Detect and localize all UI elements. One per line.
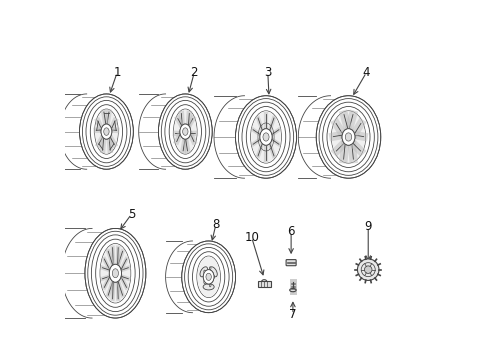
Text: 2: 2 xyxy=(190,66,198,79)
Text: 5: 5 xyxy=(127,208,135,221)
Ellipse shape xyxy=(174,110,196,153)
Ellipse shape xyxy=(197,257,219,297)
FancyBboxPatch shape xyxy=(285,260,296,266)
Ellipse shape xyxy=(101,244,130,302)
Ellipse shape xyxy=(341,129,354,145)
Text: 9: 9 xyxy=(364,220,371,233)
Ellipse shape xyxy=(212,275,214,278)
Circle shape xyxy=(364,266,371,273)
Ellipse shape xyxy=(180,124,190,139)
Ellipse shape xyxy=(182,128,187,135)
Ellipse shape xyxy=(109,264,121,282)
Ellipse shape xyxy=(203,270,214,284)
Ellipse shape xyxy=(85,228,145,318)
Ellipse shape xyxy=(158,94,212,169)
Ellipse shape xyxy=(103,128,109,135)
Ellipse shape xyxy=(95,110,117,153)
Ellipse shape xyxy=(80,94,133,169)
Ellipse shape xyxy=(331,112,364,162)
Ellipse shape xyxy=(251,112,280,162)
Ellipse shape xyxy=(101,124,112,139)
Text: 6: 6 xyxy=(287,225,294,238)
Ellipse shape xyxy=(203,284,214,290)
Text: 8: 8 xyxy=(212,218,219,231)
Ellipse shape xyxy=(209,267,210,270)
Ellipse shape xyxy=(263,133,268,141)
Ellipse shape xyxy=(180,124,190,139)
Ellipse shape xyxy=(112,269,118,278)
Ellipse shape xyxy=(260,129,271,145)
Text: 4: 4 xyxy=(362,66,369,79)
Ellipse shape xyxy=(203,281,205,284)
Text: 1: 1 xyxy=(113,66,121,79)
Ellipse shape xyxy=(289,288,296,292)
Ellipse shape xyxy=(316,96,380,178)
Ellipse shape xyxy=(182,241,235,313)
Ellipse shape xyxy=(205,273,211,280)
Ellipse shape xyxy=(209,284,210,287)
Ellipse shape xyxy=(203,270,214,284)
Ellipse shape xyxy=(341,129,354,145)
Ellipse shape xyxy=(235,96,296,178)
Ellipse shape xyxy=(200,267,207,277)
Ellipse shape xyxy=(345,133,351,141)
Ellipse shape xyxy=(109,264,121,282)
Text: 7: 7 xyxy=(288,308,296,321)
Ellipse shape xyxy=(260,129,271,145)
Text: 10: 10 xyxy=(244,231,259,244)
Bar xyxy=(257,282,270,287)
Circle shape xyxy=(357,259,378,280)
Ellipse shape xyxy=(203,270,205,273)
Text: 3: 3 xyxy=(264,66,271,79)
Ellipse shape xyxy=(209,267,217,277)
Ellipse shape xyxy=(101,124,112,139)
